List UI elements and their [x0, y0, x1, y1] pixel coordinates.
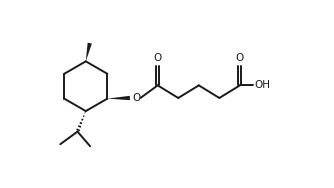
Text: O: O — [133, 93, 141, 103]
Text: O: O — [154, 53, 162, 63]
Polygon shape — [86, 43, 92, 61]
Polygon shape — [107, 96, 130, 100]
Text: O: O — [236, 53, 244, 63]
Text: OH: OH — [255, 80, 271, 90]
